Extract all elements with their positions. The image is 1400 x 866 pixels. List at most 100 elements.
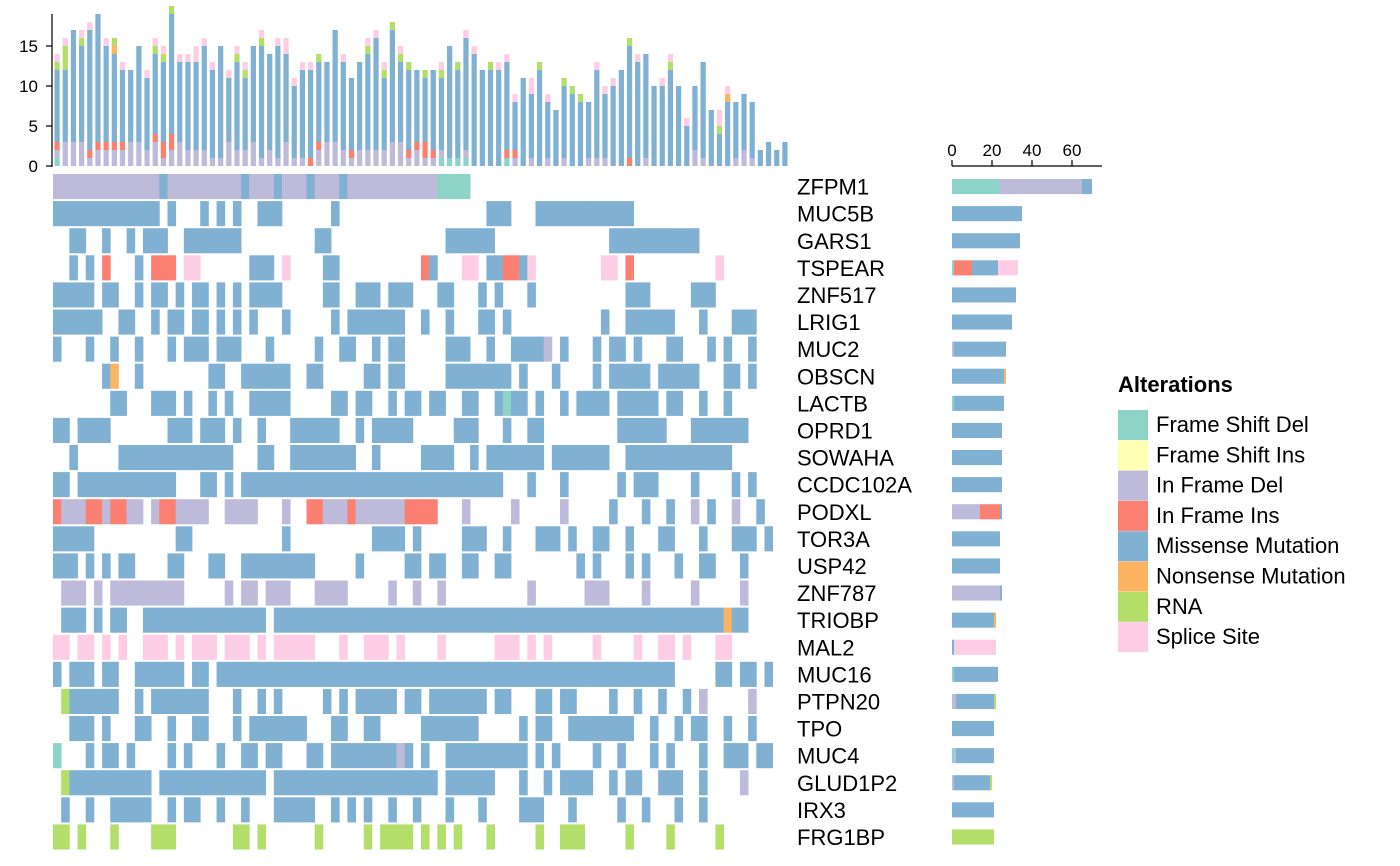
cell-triobp-43-missense-mutation [396,607,406,633]
cell-mal2-18-splice-site [192,634,201,660]
sample-bar-29-splice-site [283,38,289,54]
gene-bar-sowaha-missense-mutation [952,450,1002,466]
sample-bar-12-splice-site [144,70,150,78]
cell-tpo-71-missense-mutation [625,716,635,742]
cell-lactb-8-missense-mutation [110,390,119,416]
cell-obscn-77-missense-mutation [674,363,684,389]
cell-oprd1-31-missense-mutation [298,417,307,443]
sample-bar-9-in-frame-del [119,150,126,166]
cell-ptpn20-49-missense-mutation [445,688,455,714]
sample-bar-38-in-frame-del [357,150,363,166]
cell-frg1bp-76-rna [666,824,675,850]
legend-swatch-rna [1118,591,1148,622]
sample-bar-86-missense-mutation [749,102,755,158]
cell-obscn-40-missense-mutation [371,363,381,389]
sample-bar-25-missense-mutation [250,46,256,142]
cell-ccdc102a-53-missense-mutation [478,472,487,498]
cell-sowaha-30-missense-mutation [290,445,299,471]
top-axis-label-15: 15 [19,37,38,56]
cell-gars1-71-missense-mutation [625,228,635,254]
cell-obscn-73-missense-mutation [641,363,651,389]
cell-tpo-27-missense-mutation [265,716,275,742]
cell-muc16-67-missense-mutation [592,661,602,687]
sample-bar-44-in-frame-ins [406,150,412,158]
cell-gars1-10-missense-mutation [126,228,136,254]
cell-muc5b-55-missense-mutation [494,201,504,227]
cell-mal2-1-splice-site [53,634,62,660]
cell-tor3a-67-missense-mutation [592,526,602,552]
cell-zfpm1-23-in-frame-del [232,174,242,200]
cell-glud1p2-32-missense-mutation [306,770,316,796]
cell-triobp-24-missense-mutation [241,607,250,633]
cell-muc4-1-frame-shift-del [53,743,62,769]
cell-muc4-67-missense-mutation [592,743,602,769]
cell-muc5b-60-missense-mutation [535,201,545,227]
cell-muc4-42-missense-mutation [388,743,397,769]
cell-ccdc102a-73-missense-mutation [641,472,651,498]
cell-gars1-21-missense-mutation [216,228,226,254]
gene-bar-zfpm1-in-frame-del [1000,179,1082,195]
sample-bar-44-rna [406,62,412,70]
cell-obscn-75-missense-mutation [658,363,667,389]
cell-glud1p2-53-missense-mutation [478,770,487,796]
cell-ccdc102a-50-missense-mutation [453,472,463,498]
cell-glud1p2-38-missense-mutation [355,770,365,796]
cell-ccdc102a-74-missense-mutation [649,472,659,498]
cell-obscn-52-missense-mutation [470,363,479,389]
sample-bar-6-missense-mutation [95,14,101,142]
cell-glud1p2-31-missense-mutation [298,770,307,796]
cell-lactb-29-missense-mutation [281,390,291,416]
cell-zfpm1-9-in-frame-del [118,174,127,200]
sample-bar-52-splice-site [471,46,477,54]
cell-znf517-2-missense-mutation [61,282,70,308]
cell-zfpm1-44-in-frame-del [404,174,414,200]
cell-znf517-4-missense-mutation [77,282,87,308]
sample-bar-43-missense-mutation [397,62,404,142]
cell-ccdc102a-37-missense-mutation [347,472,356,498]
cell-mal2-24-splice-site [241,634,250,660]
sample-bar-9-splice-site [119,62,126,70]
cell-znf787-48-in-frame-del [437,580,446,606]
cell-gars1-72-missense-mutation [633,228,643,254]
cell-znf787-27-in-frame-del [265,580,275,606]
cell-muc16-4-missense-mutation [77,661,87,687]
sample-bar-86-in-frame-del [749,158,755,166]
cell-tspear-52-splice-site [470,255,479,281]
sample-bar-71-in-frame-ins [626,158,633,166]
cell-usp42-71-missense-mutation [625,553,635,579]
cell-sowaha-3-missense-mutation [69,445,78,471]
cell-muc16-35-missense-mutation [331,661,340,687]
cell-muc2-50-missense-mutation [453,336,463,362]
cell-tspear-5-missense-mutation [85,255,95,281]
gene-bar-tspear-frame-shift-del [952,260,954,276]
sample-bar-45-missense-mutation [414,70,420,142]
cell-ptpn20-23-missense-mutation [232,688,242,714]
cell-znf787-33-in-frame-del [314,580,324,606]
sample-bar-32-in-frame-ins [307,158,314,166]
cell-glud1p2-76-missense-mutation [666,770,675,796]
cell-ccdc102a-47-missense-mutation [429,472,438,498]
cell-irx3-39-missense-mutation [363,797,373,823]
cell-ccdc102a-10-missense-mutation [126,472,136,498]
cell-muc4-35-missense-mutation [331,743,340,769]
sample-bar-19-splice-site [201,38,207,46]
cell-lrig1-10-missense-mutation [126,309,136,335]
cell-frg1bp-63-rna [560,824,569,850]
gene-bar-ptpn20-in-frame-del [952,693,956,709]
cell-muc2-8-missense-mutation [110,336,119,362]
cell-ccdc102a-26-missense-mutation [257,472,267,498]
cell-irx3-28-missense-mutation [273,797,283,823]
cell-usp42-5-missense-mutation [85,553,95,579]
cell-glud1p2-42-missense-mutation [388,770,397,796]
cell-podxl-51-in-frame-del [461,499,471,525]
cell-muc4-44-missense-mutation [404,743,414,769]
cell-irx3-42-missense-mutation [388,797,397,823]
cell-znf787-8-in-frame-del [110,580,119,606]
cell-ccdc102a-51-missense-mutation [461,472,471,498]
cell-lrig1-56-missense-mutation [502,309,512,335]
gene-label-muc2: MUC2 [797,337,859,362]
cell-muc2-37-missense-mutation [347,336,356,362]
gene-label-zfpm1: ZFPM1 [797,175,869,200]
gene-bar-muc4-frame-shift-del [952,748,954,764]
gene-bar-obscn-nonsense-mutation [1004,368,1006,384]
